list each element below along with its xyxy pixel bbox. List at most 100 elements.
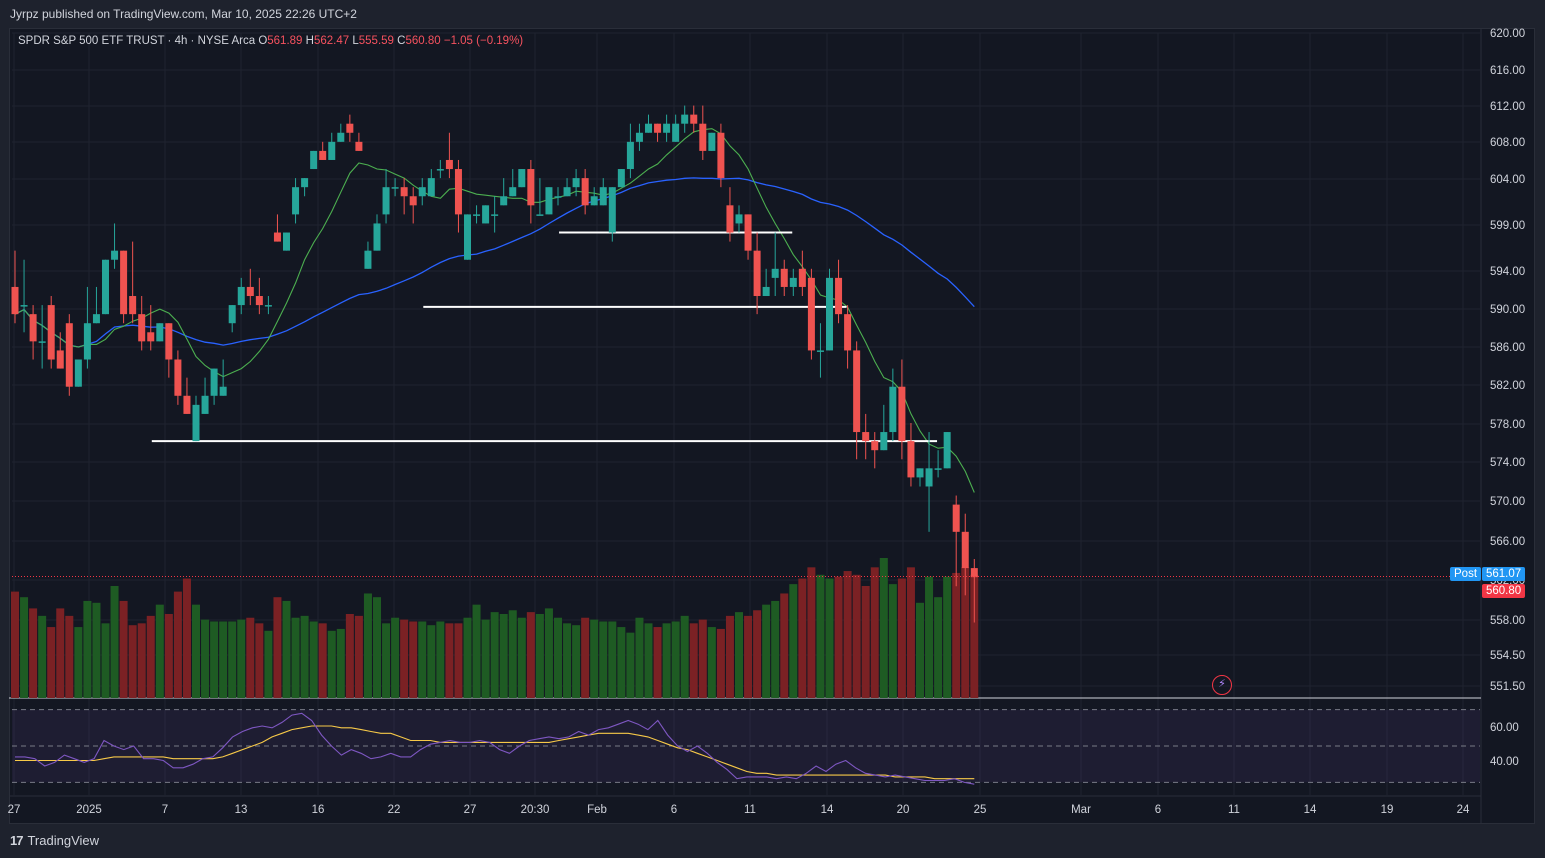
volume-bar xyxy=(590,619,599,698)
volume-bar xyxy=(237,619,246,698)
candle xyxy=(246,268,254,306)
candle xyxy=(445,132,453,179)
footer-bar xyxy=(0,824,1545,858)
volume-bar xyxy=(825,578,834,698)
candle xyxy=(961,513,969,596)
candle xyxy=(301,178,309,197)
candle xyxy=(672,114,680,142)
volume-bar xyxy=(490,612,499,698)
candle xyxy=(120,250,128,324)
last-price: 560.80 xyxy=(1486,585,1522,597)
volume-bar xyxy=(689,623,698,698)
candle xyxy=(464,214,471,260)
volume-bar xyxy=(273,597,282,698)
volume-bar xyxy=(246,617,255,698)
candle xyxy=(427,169,435,197)
price-axis: 620.00 616.00 612.00 608.00 604.00 599.00 594.… xyxy=(1490,28,1525,693)
candle-body xyxy=(816,350,824,352)
candle xyxy=(56,332,64,369)
volume-bar xyxy=(897,578,906,698)
volume-bar xyxy=(192,604,200,698)
volume-bar xyxy=(735,612,743,698)
volume-bar xyxy=(336,628,345,698)
candle xyxy=(219,359,227,396)
volume-bar xyxy=(716,628,725,698)
publish-header: Jyrpz published on TradingView.com, Mar … xyxy=(0,0,1545,28)
volume-bar xyxy=(282,600,291,698)
volume-bar xyxy=(662,623,671,698)
candle-body xyxy=(382,187,390,215)
candle-body xyxy=(328,141,336,160)
candle-body xyxy=(554,196,562,198)
tradingview-logo[interactable]: 17 TradingView xyxy=(10,833,99,848)
volume-bar xyxy=(146,615,155,698)
candle-body xyxy=(898,386,906,442)
candle xyxy=(74,359,82,387)
time-tick-label: 27 xyxy=(464,804,477,816)
candle xyxy=(554,187,562,206)
candle-body xyxy=(473,214,481,216)
candle xyxy=(970,559,978,623)
candle-body xyxy=(789,277,797,287)
time-tick-label: 13 xyxy=(235,804,248,816)
volume-bar xyxy=(427,625,436,698)
volume-bar xyxy=(789,584,798,698)
candle-body xyxy=(916,468,924,478)
published-text: Jyrpz published on TradingView.com, Mar … xyxy=(10,7,357,21)
candle xyxy=(83,286,91,369)
candle xyxy=(382,169,390,224)
volume-bar xyxy=(581,617,590,698)
candle-body xyxy=(11,286,19,315)
symbol-name[interactable]: SPDR S&P 500 ETF TRUST · 4h · NYSE Arca xyxy=(18,35,256,47)
candle xyxy=(355,132,363,151)
time-tick-label: 11 xyxy=(1228,804,1240,816)
volume-bar xyxy=(535,614,544,698)
candle xyxy=(645,114,652,133)
time-tick-label: 14 xyxy=(821,804,834,816)
candle xyxy=(264,296,272,315)
time-tick-label: 7 xyxy=(162,804,168,816)
volume-bar xyxy=(472,604,481,698)
volume-bar xyxy=(563,623,572,698)
candle-body xyxy=(273,232,281,242)
volume-bar xyxy=(29,608,38,698)
candle xyxy=(147,305,155,351)
candle xyxy=(753,232,761,315)
candle xyxy=(491,196,499,233)
candle-body xyxy=(74,359,82,387)
volume-bar xyxy=(56,608,65,698)
candle-body xyxy=(29,314,37,342)
volume-bar xyxy=(680,615,689,698)
candle-body xyxy=(373,223,381,251)
candle-body xyxy=(102,259,109,315)
candle-body xyxy=(826,277,833,351)
candle-body xyxy=(147,332,155,342)
volume-bar xyxy=(228,621,237,698)
post-label: Post xyxy=(1454,568,1478,580)
time-tick-label: Mar xyxy=(1071,804,1091,816)
candle xyxy=(364,241,372,269)
price-tick-label: 554.50 xyxy=(1490,650,1525,662)
candle xyxy=(826,268,833,351)
volume-bar xyxy=(879,558,888,698)
candle-body xyxy=(337,132,345,142)
candle xyxy=(690,105,698,133)
candle-body xyxy=(20,305,28,307)
volume-bar xyxy=(155,604,164,698)
candle xyxy=(708,132,716,151)
bolt-icon[interactable]: ⚡ xyxy=(1212,675,1232,695)
candle xyxy=(38,305,46,369)
volume-bar xyxy=(508,610,517,698)
volume-bar xyxy=(517,617,526,698)
candle xyxy=(871,432,879,469)
candle xyxy=(237,277,245,315)
volume-bar xyxy=(92,602,101,698)
candle xyxy=(572,169,580,197)
volume-bar xyxy=(961,567,970,698)
volume-bar xyxy=(128,625,137,698)
volume-bar xyxy=(635,617,644,698)
price-tick-label: 620.00 xyxy=(1490,28,1525,40)
volume-bar xyxy=(400,619,409,698)
candle xyxy=(409,187,417,224)
